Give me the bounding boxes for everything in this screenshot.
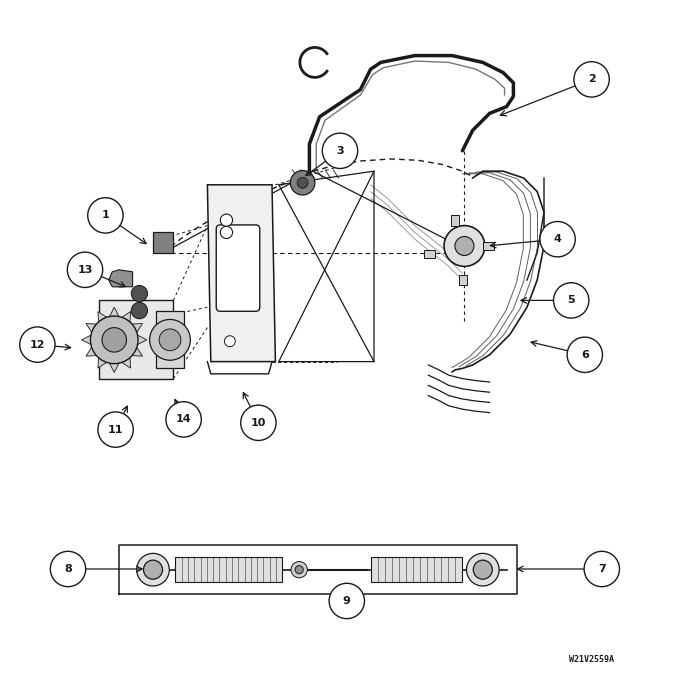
Polygon shape [86, 324, 97, 332]
Circle shape [290, 171, 315, 195]
Circle shape [329, 583, 364, 619]
Circle shape [50, 551, 86, 587]
Polygon shape [132, 347, 143, 356]
Circle shape [220, 214, 233, 226]
Circle shape [90, 316, 138, 363]
Circle shape [88, 198, 123, 233]
Circle shape [473, 560, 492, 579]
Circle shape [98, 412, 133, 448]
Text: 1: 1 [101, 210, 109, 221]
Bar [451, 215, 459, 226]
Circle shape [220, 226, 233, 239]
Text: 5: 5 [567, 295, 575, 306]
Bar [483, 242, 494, 250]
Polygon shape [207, 185, 275, 362]
Polygon shape [137, 335, 147, 345]
Polygon shape [99, 301, 173, 379]
Polygon shape [98, 312, 107, 322]
Text: 10: 10 [251, 418, 266, 428]
Circle shape [224, 335, 235, 347]
Polygon shape [109, 270, 133, 287]
Circle shape [20, 327, 55, 363]
Text: 13: 13 [78, 264, 92, 275]
Polygon shape [122, 312, 131, 322]
Circle shape [159, 329, 181, 351]
Circle shape [554, 283, 589, 318]
Text: 14: 14 [176, 414, 191, 425]
Bar [424, 250, 435, 258]
Circle shape [137, 553, 169, 586]
Circle shape [466, 553, 499, 586]
Polygon shape [98, 358, 107, 368]
Polygon shape [153, 232, 173, 253]
Circle shape [131, 303, 148, 319]
Circle shape [166, 402, 201, 437]
Circle shape [67, 252, 103, 287]
Circle shape [540, 221, 575, 257]
Text: 4: 4 [554, 234, 562, 244]
Circle shape [241, 405, 276, 441]
Text: 11: 11 [108, 425, 123, 434]
Polygon shape [86, 347, 97, 356]
Circle shape [131, 285, 148, 302]
Circle shape [102, 328, 126, 352]
Polygon shape [156, 310, 184, 368]
Polygon shape [122, 358, 131, 368]
Circle shape [143, 560, 163, 579]
Circle shape [455, 237, 474, 255]
Text: 6: 6 [581, 350, 589, 360]
Circle shape [291, 562, 307, 578]
Circle shape [322, 133, 358, 168]
Circle shape [295, 566, 303, 574]
Circle shape [444, 226, 485, 267]
Circle shape [584, 551, 619, 587]
Circle shape [567, 337, 602, 372]
Polygon shape [109, 363, 119, 372]
Text: 7: 7 [598, 564, 606, 574]
Circle shape [574, 62, 609, 97]
Text: 3: 3 [336, 145, 344, 156]
Circle shape [150, 319, 190, 361]
FancyBboxPatch shape [216, 225, 260, 311]
Text: 8: 8 [64, 564, 72, 574]
Polygon shape [82, 335, 91, 345]
Text: 12: 12 [30, 340, 45, 349]
Bar [459, 274, 467, 285]
Polygon shape [371, 557, 462, 582]
Polygon shape [109, 307, 119, 317]
Polygon shape [175, 557, 282, 582]
Text: 2: 2 [588, 74, 596, 84]
Text: W21V2559A: W21V2559A [569, 655, 614, 664]
Text: 9: 9 [343, 596, 351, 606]
Circle shape [297, 177, 308, 188]
Polygon shape [132, 324, 143, 332]
